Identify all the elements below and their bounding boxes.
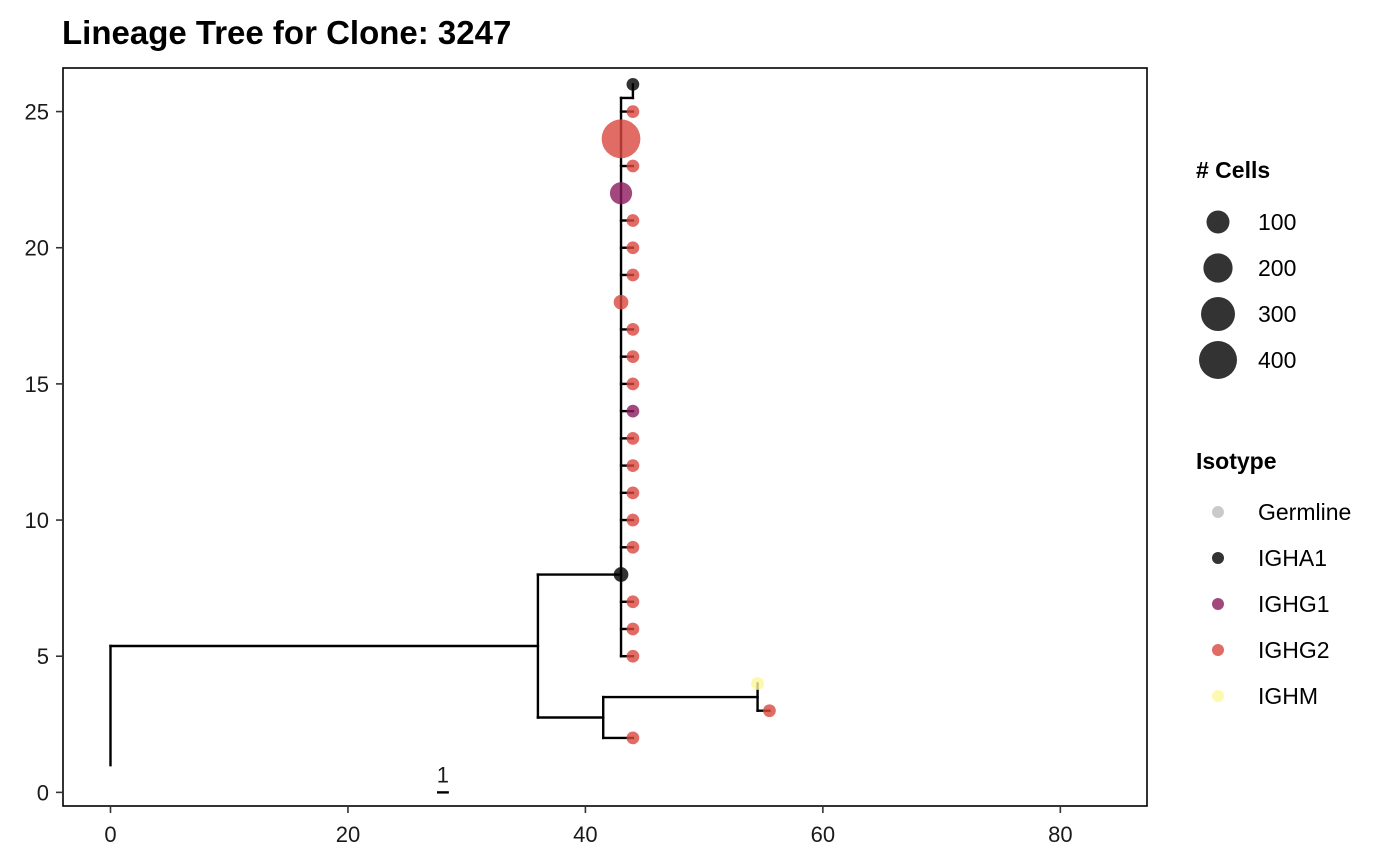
isotype-legend-dot [1212, 690, 1224, 702]
isotype-legend-dot [1212, 552, 1224, 564]
node-ighg2 [626, 595, 640, 609]
y-tick-label: 5 [37, 644, 49, 669]
scale-bar-label: 1 [437, 762, 449, 787]
isotype-legend-title: Isotype [1196, 448, 1277, 474]
node-ighg2 [626, 513, 640, 527]
isotype-legend-label: IGHA1 [1258, 545, 1327, 571]
x-tick-label: 20 [336, 822, 360, 847]
isotype-legend-label: IGHG1 [1258, 591, 1330, 617]
x-tick-label: 0 [104, 822, 116, 847]
tree-edges [109, 83, 771, 767]
node-ighg2 [626, 540, 640, 554]
node-ighg2 [626, 214, 640, 227]
y-tick-label: 20 [25, 236, 49, 261]
node-ighg2 [626, 350, 640, 364]
size-legend-dot [1199, 341, 1237, 379]
isotype-legend-label: IGHG2 [1258, 637, 1330, 663]
y-tick-label: 0 [37, 780, 49, 805]
node-ighg2 [626, 377, 640, 391]
plot-panel-border [62, 67, 1148, 807]
isotype-legend-dot [1212, 644, 1224, 656]
isotype-legend-label: IGHM [1258, 683, 1318, 709]
chart-title: Lineage Tree for Clone: 3247 [62, 14, 512, 51]
x-tick-label: 80 [1048, 822, 1072, 847]
node-ighg2 [626, 431, 640, 445]
node-ighg2 [626, 323, 640, 336]
legend: # Cells 100 200 300 400 Isotype Germline IGHA1 I… [1196, 157, 1351, 709]
y-tick-label: 15 [25, 372, 49, 397]
scale-bar: 1 [437, 762, 449, 794]
x-tick-label: 40 [573, 822, 597, 847]
y-tick-label: 10 [25, 508, 49, 533]
size-legend-dot [1206, 210, 1230, 234]
size-legend-dot [1201, 297, 1235, 331]
node-ighg2 [626, 105, 640, 118]
node-ighg2 [626, 459, 640, 472]
node-igha1 [626, 77, 640, 91]
node-ighg2 [613, 294, 629, 310]
tree-nodes [601, 77, 776, 745]
size-legend-title: # Cells [1196, 157, 1270, 183]
node-ighm [751, 677, 764, 690]
node-ighg1 [609, 182, 633, 205]
isotype-legend-dot [1212, 598, 1224, 610]
node-ighg2 [626, 622, 640, 636]
node-ighg2 [626, 268, 640, 282]
isotype-legend-dot [1212, 506, 1224, 518]
node-ighg1 [626, 404, 640, 418]
node-ighg2 [601, 119, 641, 159]
size-legend-dot [1203, 253, 1233, 283]
size-legend-label: 400 [1258, 347, 1296, 373]
y-tick-label: 25 [25, 100, 49, 125]
node-ighg2 [763, 704, 776, 718]
node-ighg2 [626, 159, 640, 173]
node-ighg2 [626, 731, 640, 745]
axes: 0 20 40 60 80 0 5 10 15 20 25 [25, 100, 1073, 847]
size-legend-label: 300 [1258, 301, 1296, 327]
size-legend-label: 200 [1258, 255, 1296, 281]
node-igha1 [613, 567, 629, 582]
size-legend-label: 100 [1258, 209, 1296, 235]
x-tick-label: 60 [811, 822, 835, 847]
isotype-legend-label: Germline [1258, 499, 1351, 525]
node-ighg2 [626, 241, 640, 255]
node-ighg2 [626, 486, 640, 500]
node-ighg2 [626, 649, 640, 663]
